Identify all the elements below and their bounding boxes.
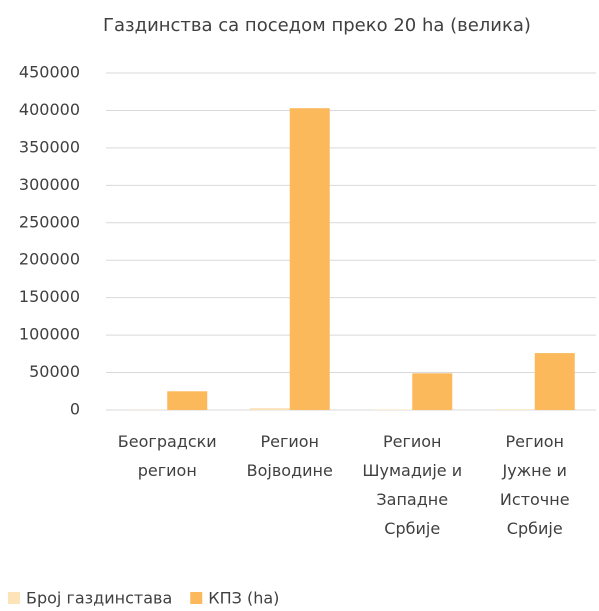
bar [412, 373, 453, 410]
x-tick-label: Регион Јужне и Источне Србије [500, 432, 570, 538]
chart-title: Газдинства са поседом преко 20 ha (велик… [103, 15, 531, 36]
x-tick-line: Источне [500, 490, 570, 509]
y-tick-label: 250000 [19, 212, 80, 231]
y-tick-label: 400000 [19, 100, 80, 119]
y-tick-label: 0 [70, 400, 80, 419]
x-tick-label: Београдски регион [118, 432, 217, 480]
bar [494, 409, 535, 410]
x-tick-line: регион [138, 461, 197, 480]
x-tick-line: Београдски [118, 432, 217, 451]
y-tick-label: 350000 [19, 137, 80, 156]
y-tick-label: 100000 [19, 325, 80, 344]
x-tick-line: Србије [384, 519, 440, 538]
y-tick-label: 150000 [19, 287, 80, 306]
y-tick-label: 200000 [19, 250, 80, 269]
x-tick-line: Шумадије и [362, 461, 462, 480]
x-tick-line: Војводине [247, 461, 333, 480]
x-tick-line: Србије [507, 519, 563, 538]
x-tick-label: Регион Шумадије и Западне Србије [362, 432, 462, 538]
bar [372, 409, 413, 410]
legend-label: Број газдинстава [26, 589, 172, 608]
bar [249, 408, 290, 410]
legend-label: КПЗ (ha) [208, 589, 279, 608]
x-tick-line: Регион [505, 432, 564, 451]
y-tick-label: 450000 [19, 63, 80, 82]
x-tick-line: Јужне и [502, 461, 567, 480]
legend-swatch [8, 592, 20, 604]
bar [534, 353, 575, 410]
bar [289, 108, 330, 410]
x-tick-label: Регион Војводине [247, 432, 333, 480]
x-tick-line: Западне [376, 490, 448, 509]
x-tick-line: Регион [260, 432, 319, 451]
legend-swatch [190, 592, 203, 604]
y-tick-label: 300000 [19, 175, 80, 194]
y-tick-label: 50000 [29, 362, 80, 381]
x-tick-line: Регион [383, 432, 442, 451]
bar [167, 391, 208, 410]
